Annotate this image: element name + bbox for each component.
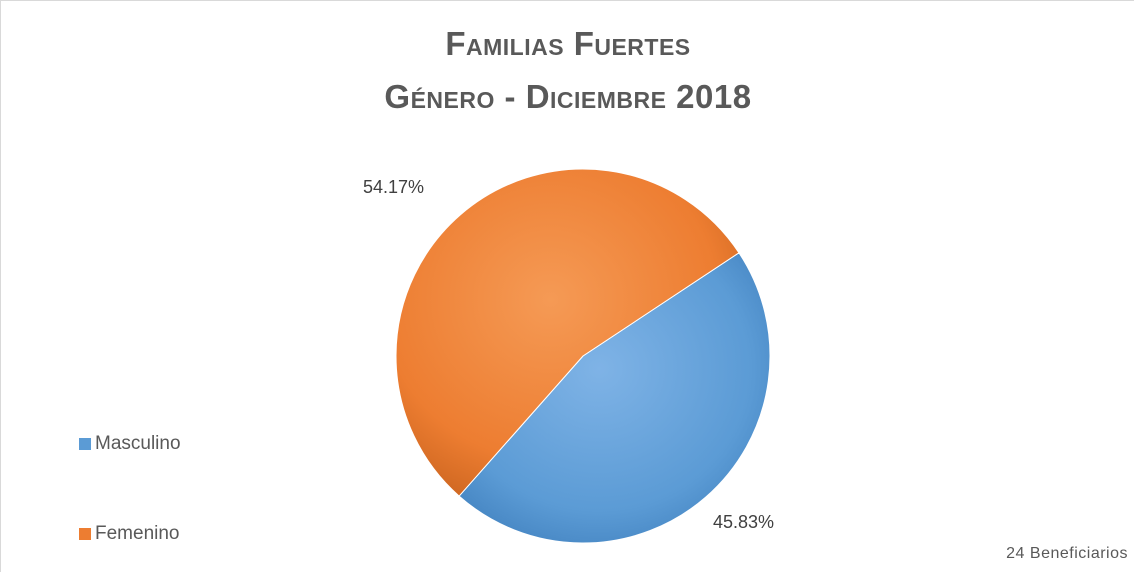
- data-label-femenino: 54.17%: [363, 177, 425, 197]
- legend-swatch-masculino: [79, 438, 91, 450]
- chart-legend: Masculino Femenino: [79, 431, 181, 547]
- legend-item-femenino: Femenino: [79, 521, 181, 547]
- legend-swatch-femenino: [79, 528, 91, 540]
- legend-label-masculino: Masculino: [95, 433, 181, 454]
- pie-slice-masculino: [458, 252, 771, 544]
- data-label-masculino: 45.83%: [713, 512, 775, 532]
- legend-item-masculino: Masculino: [79, 431, 181, 457]
- beneficiaries-note: 24 Beneficiarios: [1006, 545, 1128, 562]
- pie-slice-femenino: [395, 168, 740, 497]
- legend-label-femenino: Femenino: [95, 523, 180, 544]
- chart-subtitle: Género - Diciembre 2018: [384, 78, 752, 115]
- chart-title: Familias Fuertes: [445, 25, 691, 62]
